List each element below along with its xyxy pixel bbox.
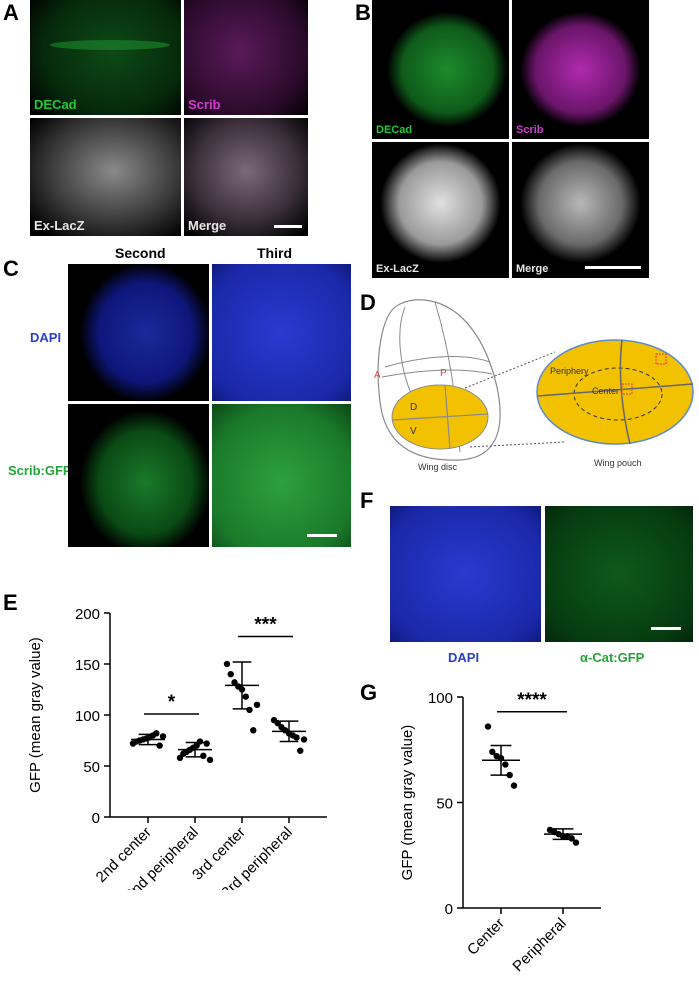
panel-a-exlacz-image: Ex-LacZ xyxy=(30,118,181,236)
significance-label: **** xyxy=(517,690,547,711)
scale-bar xyxy=(651,627,681,630)
data-point xyxy=(510,782,518,789)
merge-label: Merge xyxy=(516,263,549,275)
decad-label: DECad xyxy=(376,124,413,136)
data-point xyxy=(572,839,580,846)
disc-label-v: V xyxy=(410,426,417,437)
y-tick-label: 50 xyxy=(436,796,453,813)
y-tick-label: 50 xyxy=(83,759,100,776)
pouch-label-periphery: Periphery xyxy=(550,366,589,376)
y-axis-label: GFP (mean gray value) xyxy=(27,637,44,793)
data-point xyxy=(484,723,492,730)
exlacz-label: Ex-LacZ xyxy=(34,218,85,233)
col-header-third: Third xyxy=(257,245,292,261)
scale-bar xyxy=(307,534,337,537)
panel-f-gfp-image xyxy=(545,506,693,642)
data-point xyxy=(250,727,257,734)
merge-label: Merge xyxy=(188,218,227,233)
data-point xyxy=(300,736,308,743)
panel-c-dapi-second-image xyxy=(68,264,209,401)
x-tick-label: Center xyxy=(464,915,508,959)
data-point xyxy=(206,756,214,764)
row-label-scrib-gfp: Scrib:GFP xyxy=(8,463,72,478)
y-tick-label: 0 xyxy=(445,901,453,918)
label-alpha-cat-gfp: α-Cat:GFP xyxy=(580,650,645,665)
panel-label-a: A xyxy=(3,0,19,25)
decad-label: DECad xyxy=(34,97,77,112)
pouch-label-center: Center xyxy=(592,386,619,396)
panel-label-e: E xyxy=(3,590,18,615)
panel-label-d: D xyxy=(360,290,376,315)
data-point xyxy=(274,719,281,727)
data-point xyxy=(253,701,261,708)
scrib-label: Scrib xyxy=(188,97,221,112)
panel-b-merge-image: Merge xyxy=(512,142,649,278)
y-tick-label: 0 xyxy=(92,810,100,827)
data-point xyxy=(200,752,207,759)
data-point xyxy=(223,660,231,668)
significance-label: * xyxy=(168,692,176,713)
y-tick-label: 100 xyxy=(75,708,100,725)
x-tick-label: Peripheral xyxy=(509,915,569,975)
label-dapi: DAPI xyxy=(448,650,480,665)
panel-b-scrib-image: Scrib xyxy=(512,0,649,139)
col-header-second: Second xyxy=(115,245,166,261)
disc-label-a: A xyxy=(374,370,381,381)
panel-f-dapi-image xyxy=(390,506,541,642)
caption-wing-pouch: Wing pouch xyxy=(594,458,642,468)
scrib-label: Scrib xyxy=(516,124,544,136)
data-point xyxy=(489,748,496,756)
panel-c-gfp-third-image xyxy=(212,404,351,547)
panel-b-decad-image: DECad xyxy=(372,0,509,139)
panel-a-merge-image: Merge xyxy=(184,118,308,236)
y-tick-label: 200 xyxy=(75,606,100,623)
data-point xyxy=(196,738,204,745)
data-point xyxy=(159,733,167,740)
data-point xyxy=(293,734,300,741)
panel-label-c: C xyxy=(3,256,19,281)
disc-label-d: D xyxy=(410,402,417,413)
panel-a-scrib-image: Scrib xyxy=(184,0,308,115)
disc-label-p: P xyxy=(440,368,447,379)
y-tick-label: 150 xyxy=(75,657,100,674)
panel-b-exlacz-image: Ex-LacZ xyxy=(372,142,509,278)
data-point xyxy=(242,693,249,700)
panel-label-g: G xyxy=(360,680,378,705)
data-point xyxy=(297,747,304,754)
panel-label-b: B xyxy=(355,0,371,25)
wing-diagram: A P D V Wing disc Periphery Center Wing … xyxy=(374,299,694,472)
data-point xyxy=(153,730,160,737)
panel-label-f: F xyxy=(360,488,374,513)
data-point xyxy=(203,740,210,747)
row-label-dapi: DAPI xyxy=(30,330,62,345)
scale-bar xyxy=(585,266,641,269)
panel-a-decad-image: DECad xyxy=(30,0,181,115)
scale-bar xyxy=(274,225,302,228)
data-point xyxy=(246,706,253,714)
caption-wing-disc: Wing disc xyxy=(418,462,458,472)
y-axis-label: GFP (mean gray value) xyxy=(399,725,416,881)
data-point xyxy=(156,742,163,749)
data-point xyxy=(231,679,238,686)
panel-c-dapi-third-image xyxy=(212,264,351,401)
chart-g: 0 50 100 GFP (mean gray value) Center Periphe… xyxy=(399,690,601,975)
exlacz-label: Ex-LacZ xyxy=(376,263,419,275)
panel-c-gfp-second-image xyxy=(68,404,209,547)
y-tick-label: 100 xyxy=(428,690,453,707)
significance-label: *** xyxy=(254,614,277,635)
data-point xyxy=(227,671,234,678)
data-point xyxy=(502,761,509,768)
